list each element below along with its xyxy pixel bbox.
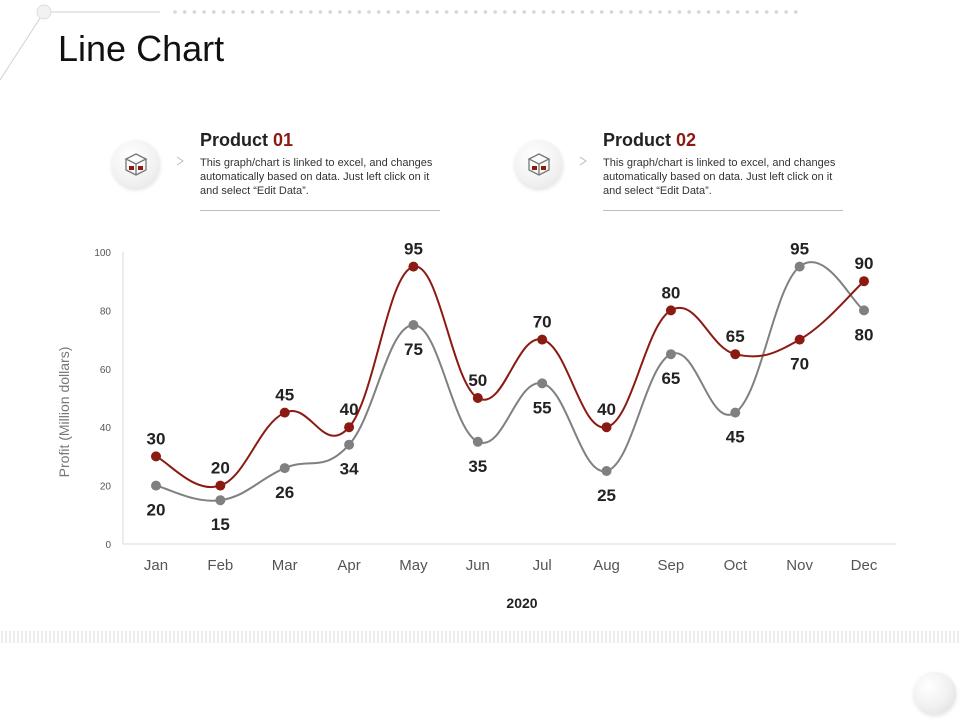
box-icon — [124, 153, 148, 176]
series-2-line — [155, 265, 865, 489]
series-1-point — [665, 349, 676, 360]
data-label: 80 — [661, 283, 680, 302]
x-tick-label: Aug — [593, 557, 620, 574]
product-02-divider — [603, 210, 843, 211]
data-label: 35 — [468, 457, 487, 476]
series-2-point — [215, 480, 226, 491]
y-tick-label: 60 — [100, 365, 112, 376]
data-label: 26 — [275, 483, 294, 502]
product-02-card: Product 02 This graph/chart is linked to… — [515, 128, 845, 218]
series-2-point — [665, 305, 676, 316]
x-tick-label: Apr — [337, 557, 360, 574]
y-tick-label: 0 — [105, 540, 111, 551]
series-2-point — [601, 422, 612, 433]
series-1-point — [408, 320, 419, 330]
series-1-point — [472, 436, 483, 447]
series-1-point — [344, 439, 355, 450]
y-tick-label: 40 — [100, 423, 112, 434]
line-chart: 0 20 40 60 80 100 Jan Feb Mar Apr May Jun Jul Aug Sep O… — [56, 240, 896, 611]
series-2-point — [537, 334, 548, 345]
data-label: 80 — [855, 325, 874, 344]
product-01-card: Product 01 This graph/chart is linked to… — [112, 128, 442, 218]
x-tick-label: Nov — [786, 557, 813, 574]
x-tick-label: Mar — [272, 557, 298, 574]
data-label: 45 — [275, 386, 294, 405]
x-tick-label: Dec — [851, 557, 878, 574]
series-2-point — [859, 276, 869, 287]
series-2-point — [408, 261, 419, 272]
data-label: 55 — [533, 398, 552, 417]
data-label: 95 — [790, 240, 809, 259]
series-1-point — [859, 305, 869, 316]
product-01-description: This graph/chart is linked to excel, and… — [200, 157, 433, 197]
product-02-icon-badge — [515, 140, 563, 188]
arrow-right-icon — [176, 156, 184, 166]
series-2-point — [279, 407, 290, 418]
product-01-divider — [200, 210, 440, 211]
data-label: 65 — [661, 369, 680, 388]
y-axis-title: Profit (Million dollars) — [56, 347, 72, 478]
data-label: 20 — [147, 501, 166, 520]
x-tick-label: Jul — [533, 557, 552, 574]
series-1-point — [537, 378, 548, 389]
x-tick-label: Sep — [658, 557, 685, 574]
series-2-point — [151, 451, 161, 462]
series-1-point — [279, 463, 290, 474]
x-tick-label: Feb — [207, 557, 233, 574]
data-label: 45 — [726, 428, 745, 447]
corner-decoration — [914, 672, 956, 714]
data-label: 50 — [468, 371, 487, 390]
box-icon — [527, 153, 551, 176]
y-tick-label: 100 — [94, 248, 111, 259]
data-label: 20 — [211, 459, 230, 478]
data-label: 65 — [726, 327, 745, 346]
product-02-description: This graph/chart is linked to excel, and… — [603, 157, 836, 197]
data-label: 90 — [855, 254, 874, 273]
series-2-point — [344, 422, 355, 433]
data-label: 34 — [340, 460, 359, 479]
data-label: 25 — [597, 486, 616, 505]
series-2-point — [794, 334, 805, 345]
data-label: 40 — [597, 400, 616, 419]
data-label: 75 — [404, 340, 423, 359]
header-decoration — [0, 4, 798, 81]
y-tick-label: 20 — [100, 482, 112, 493]
product-02-heading: Product 02 — [603, 130, 697, 150]
data-label: 70 — [533, 313, 552, 332]
series-2-point — [730, 349, 741, 360]
data-label: 30 — [147, 429, 166, 448]
footer-tick-strip — [1, 631, 959, 643]
x-tick-label: Jun — [466, 557, 490, 574]
x-tick-label: Oct — [724, 557, 748, 574]
data-label: 95 — [404, 240, 423, 259]
data-label: 15 — [211, 515, 230, 534]
page-title: Line Chart — [58, 28, 225, 69]
arrow-right-icon — [579, 156, 587, 166]
series-1-point — [151, 480, 161, 491]
y-tick-label: 80 — [100, 306, 112, 317]
series-1-point — [730, 407, 741, 418]
data-label: 70 — [790, 355, 809, 374]
product-01-heading: Product 01 — [200, 130, 294, 150]
x-tick-label: Jan — [144, 557, 168, 574]
data-label: 40 — [340, 400, 359, 419]
series-2-point — [472, 393, 483, 403]
series-1-line — [155, 261, 865, 502]
x-axis-title: 2020 — [506, 595, 537, 611]
series-1-point — [794, 261, 805, 272]
product-01-icon-badge — [112, 140, 160, 188]
series-1-point — [601, 466, 612, 476]
x-tick-label: May — [399, 557, 428, 574]
series-1-point — [215, 495, 226, 506]
